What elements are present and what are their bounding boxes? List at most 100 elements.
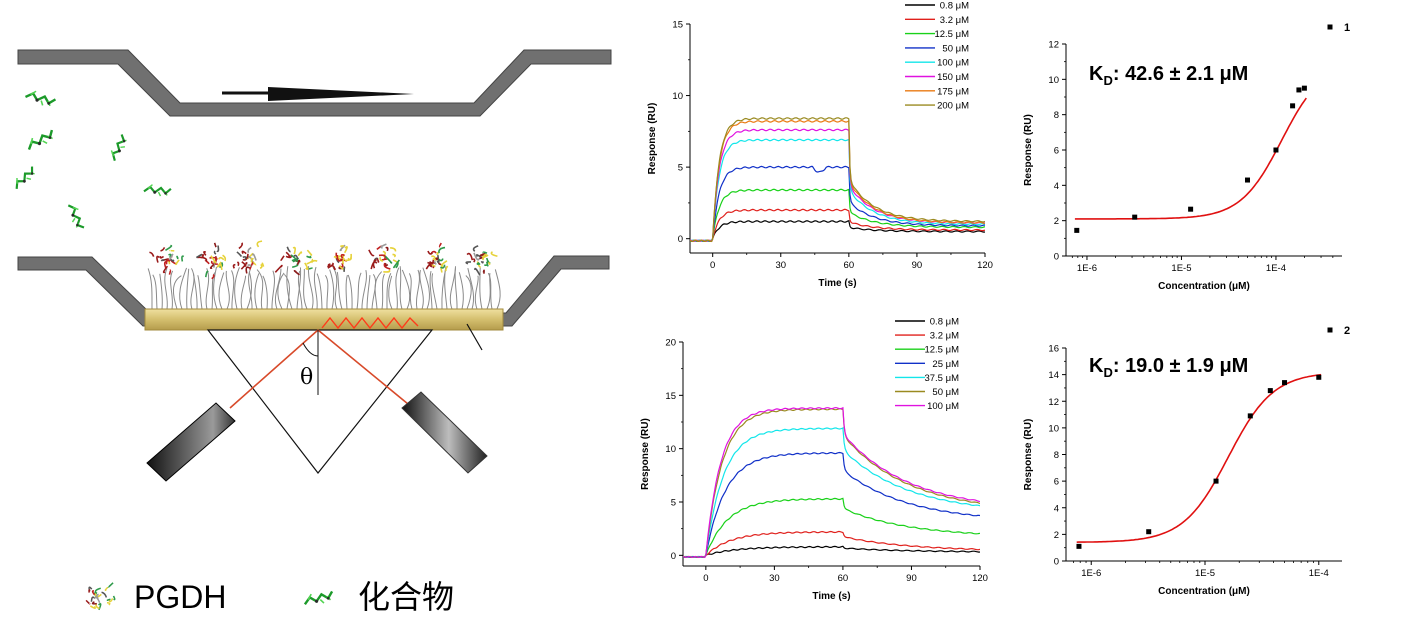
linker-strand [213,266,218,310]
protein-strand [343,246,348,254]
legend-entry: 200 μM [937,101,969,112]
protein-strand [85,599,91,605]
series-line [690,220,985,243]
linker-strand [248,269,253,310]
x-tick-label: 60 [844,260,855,271]
legend-entry: 25 μM [932,359,959,370]
x-axis-title: Concentration (μM) [1158,586,1250,597]
protein-strand [168,253,172,258]
protein-strand [291,263,299,269]
protein-strand [436,252,439,256]
protein-strand [440,260,448,267]
protein-strand [91,590,96,596]
protein-strand [89,605,96,609]
protein-strand [487,261,491,265]
protein-strand [333,267,336,271]
protein-strand [472,245,479,252]
y-tick-label: 10 [1048,423,1059,434]
protein-strand [219,262,224,268]
series-line [690,117,985,243]
legend-entry: 12.5 μM [924,345,959,356]
legend-entry: 37.5 μM [924,373,959,384]
y-tick-label: 6 [1054,146,1059,157]
evanescent-wave [321,316,419,330]
protein-strand [335,258,340,264]
protein-strand [210,255,217,264]
protein-strand [247,264,252,267]
kd-value: 19.0 ± 1.9 μM [1125,355,1248,377]
linker-strand [246,272,252,310]
linker-strand [186,268,190,310]
immobilized-protein [465,245,498,276]
x-tick-label: 120 [977,260,993,271]
compound-bond [24,91,57,105]
y-tick-label: 12 [1048,397,1059,408]
protein-strand [201,253,205,258]
compound-molecule [15,166,35,189]
linker-strand [303,268,308,310]
legend-marker [1327,24,1333,30]
data-point [1146,529,1152,535]
immobilized-protein [195,242,227,280]
linker-strand [286,266,293,310]
linker-strand [274,268,282,310]
legend-entry: 100 μM [937,58,969,69]
data-point [1316,374,1322,380]
legend-entry: 12.5 μM [934,29,969,40]
linker-strand [347,274,353,310]
protein-strand [476,261,481,265]
protein-strand [480,260,484,264]
flow-arrow [222,87,414,101]
x-tick-label: 30 [769,573,780,584]
protein-strand [342,257,345,265]
compound-atom [48,136,52,139]
legend-marker [1327,327,1333,333]
series-line [683,408,980,559]
compound-molecule [110,134,127,161]
linker-strand [170,270,174,310]
linker-strand [345,274,348,310]
protein-strand [165,259,170,265]
protein-strand [430,255,437,259]
compound-atom [164,192,167,195]
data-point [1301,85,1307,91]
x-axis-title: Time (s) [818,278,856,289]
protein-strand [490,251,498,258]
legend-entry: 3.2 μM [930,331,959,342]
protein-strand [280,255,285,262]
immobilized-proteins [149,240,498,280]
light-source [146,402,236,482]
linker-strand [356,272,362,310]
protein-strand [393,259,400,269]
legend-entry: 175 μM [937,86,969,97]
binding-fit-chart-1: 1E-6 1E-5 1E-4 0 2 4 6 8 10 12 Concentration (μM) R… [1023,22,1350,292]
protein-strand [236,261,240,267]
protein-strand [107,582,114,589]
x-tick-label: 30 [775,260,786,271]
x-axis-title: Time (s) [812,591,850,602]
data-point [1074,227,1080,233]
protein-strand [232,263,236,269]
x-tick-label: 1E-5 [1195,568,1215,579]
protein-strand [436,254,440,264]
linker-strand [218,272,225,310]
y-tick-label: 14 [1048,370,1059,381]
protein-strand [484,261,489,267]
protein-glyph [85,582,116,611]
linker-strand [381,273,385,310]
linker-strand [474,275,479,310]
linker-strand [329,269,335,310]
compound-bond [67,204,85,229]
protein-strand [339,244,346,252]
protein-strand [213,242,217,248]
protein-strand [93,596,101,604]
linker-strand [487,272,493,310]
series-line [683,451,980,559]
x-tick-label: 1E-5 [1171,263,1191,274]
protein-strand [472,258,476,263]
immobilized-protein [425,242,449,273]
protein-strand [429,259,435,265]
sensorgram-chart-2: 0 30 60 90 120 0 5 10 15 20 Time (s) Response (RU) 0… [640,317,988,603]
linker-strand [388,275,393,310]
legend-entry: 0.8 μM [940,1,969,12]
